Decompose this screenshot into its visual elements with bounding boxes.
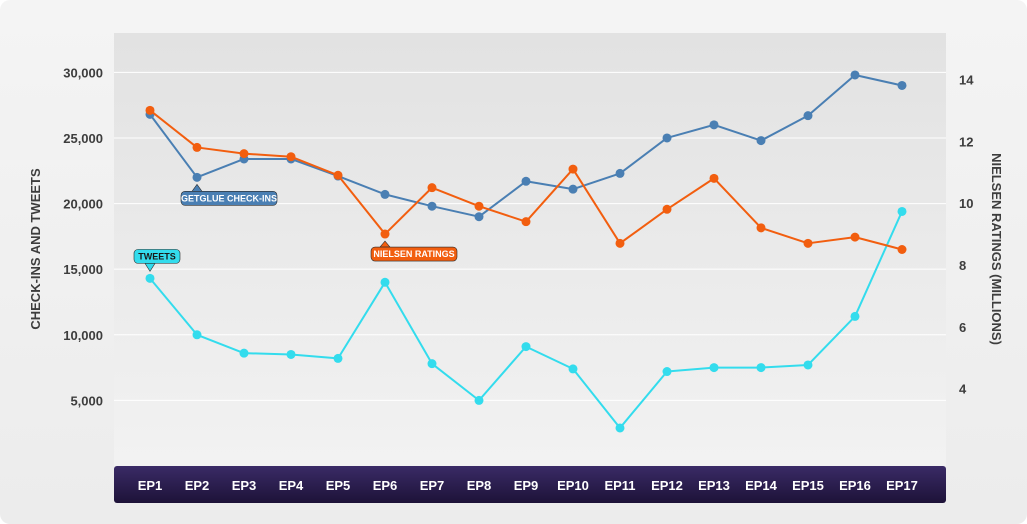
data-point	[521, 342, 531, 352]
right-axis-title: NIELSEN RATINGS (MILLIONS)	[989, 153, 1004, 345]
data-point	[615, 168, 625, 178]
category-label: EP8	[467, 478, 492, 493]
series-tag: TWEETS	[133, 249, 181, 272]
data-point	[333, 353, 343, 363]
series-group	[145, 105, 907, 254]
data-point	[192, 142, 202, 152]
data-point	[709, 363, 719, 373]
right-tick-label: 10	[959, 196, 973, 211]
left-tick-label: 10,000	[63, 328, 103, 343]
data-point	[474, 201, 484, 211]
data-point	[192, 330, 202, 340]
data-point	[850, 311, 860, 321]
category-label: EP11	[604, 478, 635, 493]
data-point	[897, 245, 907, 254]
category-label: EP13	[698, 478, 730, 493]
data-point	[756, 363, 766, 373]
category-label: EP3	[232, 478, 257, 493]
category-label: EP15	[792, 478, 824, 493]
category-label: EP5	[326, 478, 351, 493]
data-point	[333, 170, 343, 180]
data-point	[897, 80, 907, 90]
data-point	[474, 395, 484, 405]
right-tick-label: 4	[959, 382, 967, 397]
data-point	[709, 173, 719, 183]
tag-label: TWEETS	[138, 251, 176, 261]
data-point	[568, 184, 578, 194]
data-point	[662, 367, 672, 377]
data-point	[662, 133, 672, 143]
data-point	[756, 136, 766, 146]
category-label: EP10	[557, 478, 589, 493]
data-point	[286, 349, 296, 359]
data-point	[850, 232, 860, 242]
tag-box	[180, 191, 278, 206]
data-point	[568, 164, 578, 174]
data-point	[380, 189, 390, 199]
plot-background	[114, 33, 946, 466]
left-tick-label: 20,000	[63, 197, 103, 212]
category-label: EP6	[373, 478, 398, 493]
data-point	[145, 105, 155, 115]
data-point	[286, 152, 296, 162]
data-point	[803, 360, 813, 370]
category-label: EP7	[420, 478, 445, 493]
category-label: EP12	[651, 478, 683, 493]
right-axis-ticks: 4 6 8 10 12 14	[959, 72, 974, 396]
data-point	[662, 204, 672, 214]
left-tick-label: 25,000	[63, 131, 103, 146]
data-point	[615, 423, 625, 433]
data-point	[568, 364, 578, 374]
data-point	[427, 183, 437, 193]
category-label: EP14	[745, 478, 778, 493]
left-tick-label: 15,000	[63, 262, 103, 277]
tag-box	[133, 249, 181, 264]
data-point	[897, 206, 907, 216]
series-tags: GETGLUE CHECK-INS NIELSEN RATINGS TWEETS	[133, 183, 458, 272]
data-point	[427, 359, 437, 369]
data-point	[380, 229, 390, 239]
x-axis-categories: EP1 EP2 EP3 EP4 EP5 EP6 EP7 EP8 EP9 EP10 EP11 EP12 E…	[138, 478, 918, 493]
data-point	[474, 212, 484, 222]
category-label: EP17	[886, 478, 918, 493]
data-point	[756, 223, 766, 233]
tag-box	[370, 246, 458, 262]
right-tick-label: 8	[959, 258, 966, 273]
data-point	[427, 201, 437, 211]
series-tag: NIELSEN RATINGS	[370, 240, 458, 262]
category-label: EP2	[185, 478, 210, 493]
left-tick-label: 30,000	[63, 65, 103, 80]
data-point	[521, 176, 531, 186]
series-lines	[145, 70, 907, 433]
data-point	[615, 238, 625, 248]
left-tick-label: 5,000	[70, 393, 103, 408]
data-point	[803, 111, 813, 121]
data-point	[803, 238, 813, 248]
right-tick-label: 6	[959, 320, 966, 335]
category-label: EP9	[514, 478, 539, 493]
data-point	[850, 70, 860, 80]
data-point	[239, 348, 249, 358]
data-point	[145, 273, 155, 283]
left-axis-ticks: 5,000 10,000 15,000 20,000 25,000 30,000	[63, 65, 103, 408]
category-label: EP1	[138, 478, 163, 493]
category-label: EP4	[279, 478, 304, 493]
series-group	[145, 206, 907, 433]
data-point	[709, 120, 719, 130]
data-point	[380, 277, 390, 287]
category-bar	[114, 466, 946, 503]
right-tick-label: 14	[959, 72, 974, 87]
data-point	[521, 217, 531, 227]
right-tick-label: 12	[959, 134, 973, 149]
left-axis-title: CHECK-INS AND TWEETS	[28, 168, 43, 330]
category-label: EP16	[839, 478, 871, 493]
tag-label: GETGLUE CHECK-INS	[181, 193, 277, 203]
data-point	[239, 149, 249, 159]
series-tag: GETGLUE CHECK-INS	[180, 183, 278, 206]
data-point	[192, 172, 202, 182]
series-group	[145, 70, 907, 222]
tag-label: NIELSEN RATINGS	[373, 249, 454, 259]
